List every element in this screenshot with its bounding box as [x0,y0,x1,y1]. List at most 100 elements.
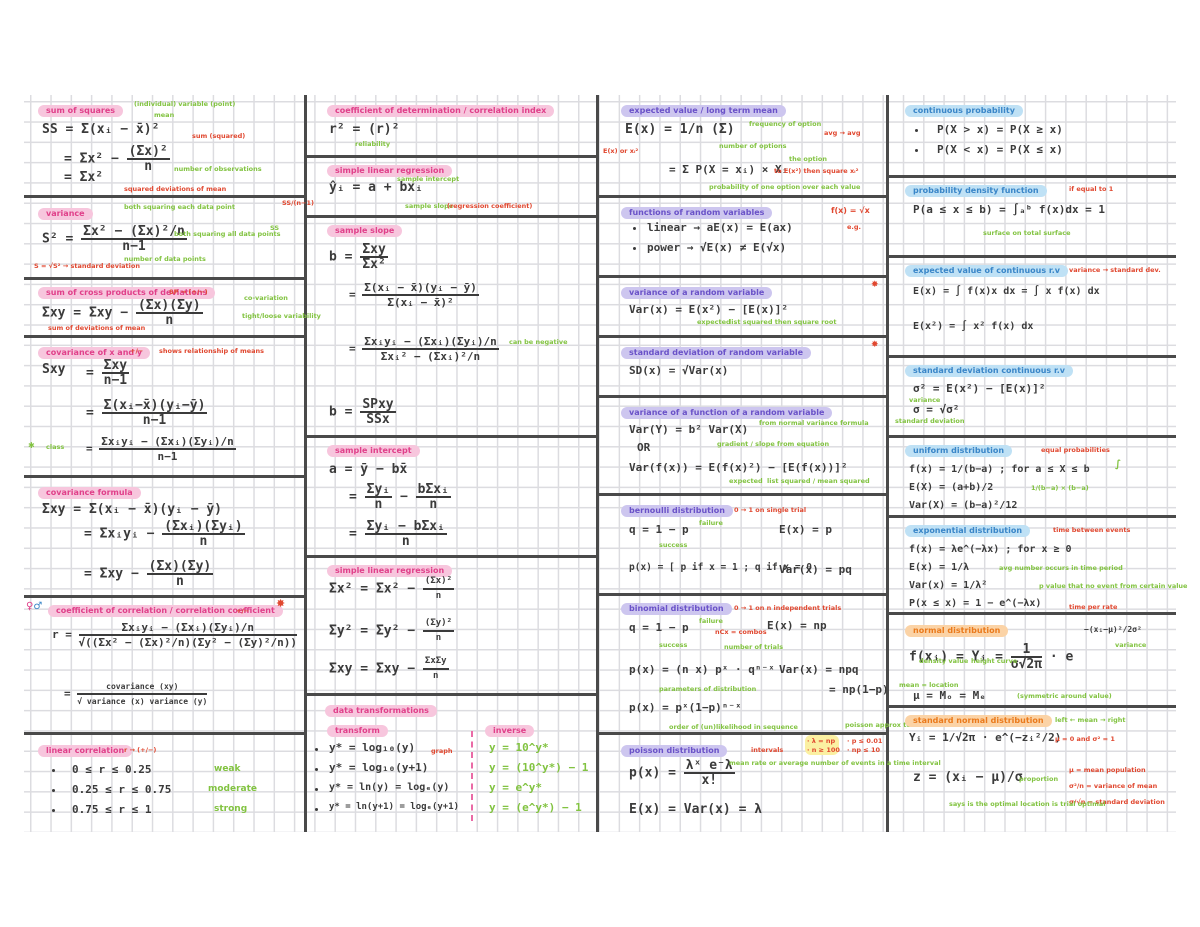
annotation: gradient / slope from equation [717,440,830,448]
section-title-binomial: binomial distribution [621,603,732,615]
formula-sd-rv: SD(x) = √Var(x) [629,364,729,377]
annotation: (individual) variable (point) [134,100,236,108]
transform-1: y* = log₁₀(y) [329,741,416,754]
formula-uniform-var: Var(X) = (b−a)²/12 [909,500,1018,511]
transform-2: y* = log₁₀(y+1) [329,761,429,774]
formula-correlation: r = Σxᵢyᵢ − (Σxᵢ)(Σyᵢ)/n √((Σx² − (Σx)²/n… [52,621,298,649]
formula-variance-rv: Var(x) = E(x²) − [E(x)]² [629,303,788,316]
section-title-normal: normal distribution [905,625,1009,637]
formula-var-function-2: Var(f(x)) = E(f(x)²) − [E(f(x))]² [629,461,848,474]
annotation: density value [919,657,969,665]
section-title-sample-slope: sample slope [327,225,403,237]
annotation: graph [431,747,453,755]
formula-correlation-alt: = covariance (xy) √ variance (x) variance… [64,682,208,706]
annotation: surface on total surface [983,229,1071,237]
column-1: sum of squares SS = Σ(xᵢ − x̄)² = Σx² − … [24,95,321,832]
subtitle-transform: transform [327,725,388,737]
section-divider [599,275,886,278]
formula-pdf: P(a ≤ x ≤ b) = ∫ₐᵇ f(x)dx = 1 [913,203,1106,216]
section-divider [307,435,596,438]
formula-bernoulli-q: q = 1 − p [629,523,689,536]
inverse-1: y = 10^y* [489,741,549,754]
annotation: σ²/n = variance of mean [1069,782,1158,790]
dashed-divider [471,731,473,821]
section-title-poisson: poisson distribution [621,745,728,757]
annotation: 1/(b−a) × (b−a) [1031,484,1089,492]
annotation: variance [1115,641,1147,649]
bullet-icon [52,809,55,812]
formula-poisson-pmf: p(x) = λˣ e⁻λ x! [629,758,735,788]
section-title-pdf: probability density function [905,185,1047,197]
formula-cov-1: = Σxy n−1 [86,358,130,388]
formula-sdc-2: σ = √σ² [913,403,960,416]
annotation: number of options [719,142,787,150]
formula-uniform-mean: E(X) = (a+b)/2 [909,482,994,493]
annotation: reliability [355,140,391,148]
formula-exponential-var: Var(x) = 1/λ² [909,580,988,591]
annotation: class [46,443,65,451]
formula-reg-2: Σy² = Σy² − (Σy)² n [329,618,455,643]
people-icon: ♀♂ [26,601,43,612]
section-title-sd-random-variable: standard deviation of random variable [621,347,812,359]
annotation: · np ≤ 10 [847,746,881,754]
section-title-sample-intercept: sample intercept [327,445,420,457]
section-title-bernoulli: bernoulli distribution [621,505,733,517]
formula-variance: S² = Σx² − (Σx)²/n n−1 [42,224,187,254]
annotation: avg number occurs in time period [999,564,1123,572]
annotation: success [659,541,688,549]
section-title-standard-normal: standard normal distribution [905,715,1052,727]
annotation: p value that no event from certain value [1039,582,1188,590]
formula-normal: f(xᵢ) = Yᵢ = 1 σ√2π · e [909,642,1074,672]
annotation: success [659,641,688,649]
annotation: number of trials [724,643,784,651]
formula-ccf-2: = Σxᵢyᵢ − (Σxᵢ)(Σyᵢ) n [84,519,245,549]
annotation: if equal to 1 [1069,185,1114,193]
formula-ss-2: = Σx² − (Σx)² n [64,144,170,174]
highlight-mark-icon: ✸ [276,597,286,610]
section-divider [24,732,304,735]
formula-expected-value-2: = Σ P(X = xᵢ) × Xᵢ [669,163,789,176]
normal-exponent: −(xᵢ−μ)²/2σ² [1084,625,1142,634]
annotation: squared deviations of mean [124,185,227,193]
formula-exponential-mean: E(x) = 1/λ [909,562,970,573]
star-icon: ✱ [28,441,35,450]
section-title-expected-value: expected value / long term mean [621,105,786,117]
annotation: mean = location [899,681,959,689]
section-title-linear-correlation: linear correlation [38,745,133,757]
annotation: can be negative [509,338,568,346]
section-title-variance-function: variance of a function of a random varia… [621,407,833,419]
section-title-covariance: covariance of x and y [38,347,151,359]
formula-intercept-2: = Σyᵢ n − bΣxᵢ n [349,482,451,512]
annotation: from normal variance formula [759,419,869,427]
annotation: both squaring each data point [124,203,236,211]
formula-binomial-q: q = 1 − p [629,621,689,634]
annotation: failure [699,617,723,625]
formula-binomial-pmf: p(x) = (n x) pˣ · qⁿ⁻ˣ [629,663,775,676]
annotation: standard deviation [895,417,965,425]
strength-weak: weak [214,764,241,774]
strength-strong: strong [214,804,248,814]
section-divider [307,693,596,696]
annotation: sum of deviations of mean [48,324,146,332]
annotation: sample intercept [397,175,460,183]
annotation: E(x) or xᵢ² [603,147,639,155]
formula-sdc-1: σ² = E(x²) − [E(x)]² [913,382,1046,395]
annotation: left ← mean → right [1055,716,1126,724]
annotation: probability of one option over each valu… [709,183,861,191]
section-title-covariance-formula: covariance formula [38,487,141,499]
annotation: SS/(n−1) [282,199,314,207]
column-divider [304,95,307,832]
section-divider [599,335,886,338]
annotation: SS [270,224,280,232]
inverse-3: y = e^y* [489,781,542,794]
bullet-icon [315,788,318,791]
annotation: time per rate [1069,603,1118,611]
section-divider [24,277,304,280]
section-divider [24,595,304,598]
annotation: +/− [236,607,250,615]
section-title-sum-cross-products: sum of cross products of deviations [38,287,216,299]
annotation: variance → standard dev. [1069,266,1161,274]
formula-slope-2: = Σ(xᵢ − x̄)(yᵢ − ȳ) Σ(xᵢ − x̄)² [349,281,479,309]
strength-moderate: moderate [208,784,258,794]
section-divider [24,335,304,338]
